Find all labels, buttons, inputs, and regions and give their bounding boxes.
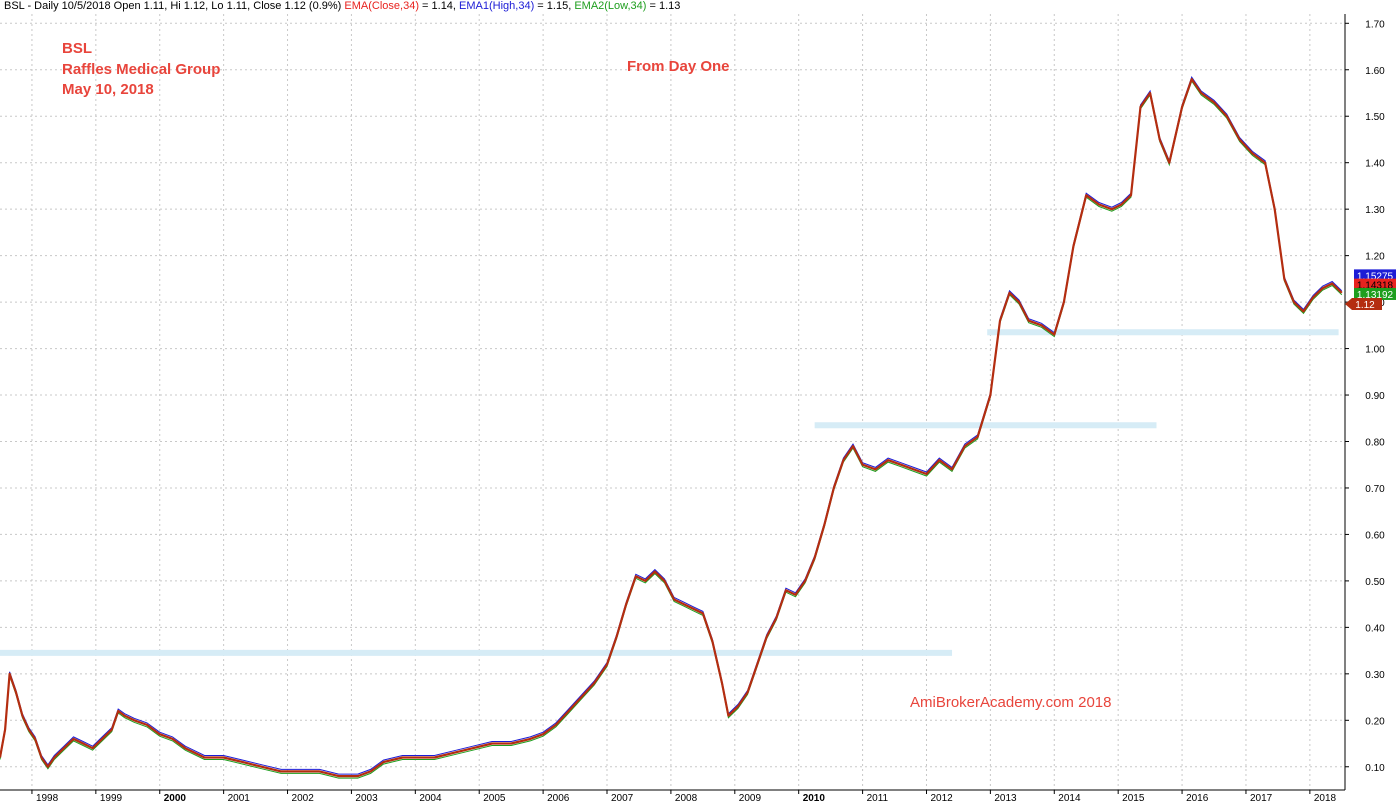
y-tick-label: 0.90 bbox=[1365, 391, 1385, 402]
y-tick-label: 0.40 bbox=[1365, 623, 1385, 634]
annotation-from-day-one: From Day One bbox=[627, 58, 730, 75]
y-tick-label: 1.40 bbox=[1365, 159, 1385, 170]
header-prefix: BSL - Daily 10/5/2018 Open 1.11, Hi 1.12… bbox=[4, 0, 342, 12]
y-tick-label: 0.20 bbox=[1365, 716, 1385, 727]
ema-high-value: = 1.15, bbox=[534, 0, 575, 12]
x-tick-label: 2018 bbox=[1314, 793, 1337, 804]
close-tag-label: 1.12 bbox=[1355, 300, 1375, 311]
x-tick-label: 2001 bbox=[228, 793, 251, 804]
y-tick-label: 0.50 bbox=[1365, 577, 1385, 588]
x-tick-label: 1998 bbox=[36, 793, 59, 804]
x-tick-label: 2007 bbox=[611, 793, 634, 804]
axes bbox=[0, 14, 1346, 791]
chart-header: BSL - Daily 10/5/2018 Open 1.11, Hi 1.12… bbox=[4, 0, 680, 12]
ema-low-tag-bg bbox=[1354, 287, 1396, 300]
x-tick-label: 2008 bbox=[675, 793, 698, 804]
price-series bbox=[0, 75, 1343, 779]
grid-lines bbox=[0, 14, 1345, 790]
ema-low-label: EMA2(Low,34) bbox=[574, 0, 647, 12]
annotation-ticker: BSL bbox=[62, 40, 92, 57]
annotation-date: May 10, 2018 bbox=[62, 81, 154, 98]
y-tick-label: 1.60 bbox=[1365, 66, 1385, 77]
annotation-company: Raffles Medical Group bbox=[62, 61, 221, 78]
ema-close-label: EMA(Close,34) bbox=[344, 0, 419, 12]
y-tick-label: 0.60 bbox=[1365, 530, 1385, 541]
price-line bbox=[0, 78, 1343, 778]
x-tick-label: 1999 bbox=[100, 793, 123, 804]
y-tick-label: 1.50 bbox=[1365, 112, 1385, 123]
y-tick-label: 0.30 bbox=[1365, 670, 1385, 681]
y-tick-label: 1.00 bbox=[1365, 345, 1385, 356]
x-tick-label: 2009 bbox=[739, 793, 762, 804]
y-tick-label: 1.70 bbox=[1365, 19, 1385, 30]
y-tick-label: 1.30 bbox=[1365, 205, 1385, 216]
x-tick-label: 2014 bbox=[1058, 793, 1081, 804]
ema-high-tag-bg bbox=[1354, 269, 1396, 282]
y-tick-label: 0.10 bbox=[1365, 763, 1385, 774]
ema-high-label: EMA1(High,34) bbox=[459, 0, 535, 12]
x-tick-label: 2000 bbox=[164, 793, 187, 804]
x-axis-ticks: 1998 1999 2000 2001 2002 2003 2004 2005 2006 2007… bbox=[31, 790, 1337, 804]
ema-high-tag-label: 1.15275 bbox=[1357, 271, 1394, 282]
x-tick-label: 2015 bbox=[1122, 793, 1145, 804]
support-lines bbox=[0, 329, 1339, 656]
x-tick-label: 2011 bbox=[867, 793, 889, 804]
x-tick-label: 2017 bbox=[1250, 793, 1273, 804]
x-tick-label: 2004 bbox=[419, 793, 442, 804]
ema-close-tag-label: 1.14318 bbox=[1357, 281, 1394, 292]
ema-close-value: = 1.14, bbox=[418, 0, 460, 12]
x-tick-label: 2013 bbox=[994, 793, 1017, 804]
watermark: AmiBrokerAcademy.com 2018 bbox=[910, 694, 1112, 711]
y-axis-ticks: 0.10 0.20 0.30 0.40 0.50 0.60 0.70 0.80 0.90 1.00… bbox=[1345, 19, 1385, 774]
x-tick-label: 2005 bbox=[483, 793, 506, 804]
y-tick-label: 0.70 bbox=[1365, 484, 1385, 495]
x-tick-label: 2006 bbox=[547, 793, 570, 804]
close-tag-bg bbox=[1345, 297, 1382, 310]
y-tick-label: 0.80 bbox=[1365, 437, 1385, 448]
ema-close-tag-bg bbox=[1354, 278, 1396, 291]
y-tick-label: 1.20 bbox=[1365, 252, 1385, 263]
x-tick-label: 2012 bbox=[930, 793, 953, 804]
x-tick-label: 2016 bbox=[1186, 793, 1209, 804]
x-tick-label: 2002 bbox=[292, 793, 315, 804]
ema-low-tag-label: 1.13192 bbox=[1357, 290, 1394, 301]
x-tick-label: 2010 bbox=[803, 793, 826, 804]
ema-low-value: = 1.13 bbox=[646, 0, 681, 12]
x-tick-label: 2003 bbox=[355, 793, 378, 804]
